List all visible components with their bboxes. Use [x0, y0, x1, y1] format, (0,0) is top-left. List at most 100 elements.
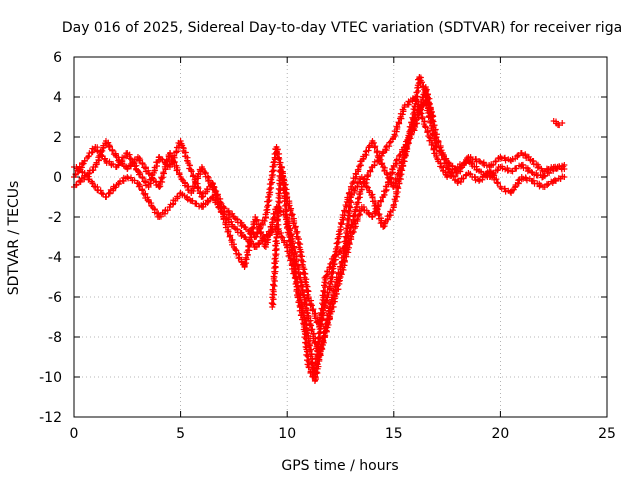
trace-marker [261, 218, 268, 225]
trace-marker [225, 228, 232, 235]
trace-marker [335, 251, 342, 258]
trace-marker [274, 226, 281, 233]
trace-marker [303, 309, 310, 316]
trace-marker [256, 240, 263, 247]
trace-marker [126, 155, 133, 162]
trace-marker [299, 316, 306, 323]
trace-marker [320, 287, 327, 294]
trace-marker [281, 202, 288, 209]
trace-marker [400, 106, 407, 113]
chart-title: Day 016 of 2025, Sidereal Day-to-day VTE… [62, 20, 622, 36]
trace-marker [430, 130, 437, 137]
trace-marker [534, 164, 541, 171]
trace-marker [94, 147, 101, 154]
trace-marker [401, 150, 408, 157]
y-tick-label: 2 [53, 130, 62, 146]
grid [74, 57, 607, 417]
x-tick-label: 5 [176, 426, 185, 442]
x-tick-label: 10 [278, 426, 296, 442]
trace-marker [307, 321, 314, 328]
trace-marker [369, 213, 376, 220]
trace-marker [315, 330, 322, 337]
trace-marker [342, 252, 349, 259]
trace-marker [414, 93, 421, 100]
trace-marker [139, 160, 146, 167]
trace-marker [274, 203, 281, 210]
trace-marker [214, 194, 221, 201]
trace-marker [433, 144, 440, 151]
series-trace-c [71, 98, 568, 330]
trace-marker [135, 183, 142, 190]
trace-marker [77, 177, 84, 184]
trace-marker [283, 216, 290, 223]
trace-marker [147, 180, 154, 187]
trace-marker [354, 216, 361, 223]
trace-marker [89, 180, 96, 187]
y-axis-label: SDTVAR / TECUs [6, 181, 22, 296]
trace-marker [136, 171, 143, 178]
trace-marker [168, 154, 175, 161]
trace-marker [136, 182, 143, 189]
trace-marker [270, 159, 277, 166]
y-tick-label: -2 [48, 210, 62, 226]
y-tick-label: 6 [53, 50, 62, 66]
trace-marker [405, 98, 412, 105]
trace-marker [228, 218, 235, 225]
trace-marker [292, 275, 299, 282]
trace-marker [551, 176, 558, 183]
trace-marker [254, 229, 261, 236]
trace-marker [513, 165, 520, 172]
trace-marker [192, 178, 199, 185]
trace-marker [306, 364, 313, 371]
trace-marker [556, 122, 563, 129]
trace-marker [351, 217, 358, 224]
trace-marker [304, 361, 311, 368]
trace-marker [436, 147, 443, 154]
trace-marker [268, 299, 275, 306]
trace-marker [420, 84, 427, 91]
trace-marker [434, 155, 441, 162]
trace-marker [295, 299, 302, 306]
trace-marker [284, 229, 291, 236]
trace-marker [495, 180, 502, 187]
trace-marker [490, 161, 497, 168]
trace-marker [137, 156, 144, 163]
trace-marker [269, 179, 276, 186]
trace-marker [234, 226, 241, 233]
trace-marker [272, 238, 279, 245]
trace-marker [106, 143, 113, 150]
trace-marker [487, 170, 494, 177]
series-trace-e [550, 118, 566, 129]
trace-marker [164, 207, 171, 214]
trace-marker [342, 202, 349, 209]
trace-marker [409, 114, 416, 121]
trace-marker [326, 264, 333, 271]
data-point [476, 158, 483, 164]
data-point [429, 114, 436, 120]
trace-marker [377, 197, 384, 204]
trace-marker [365, 172, 372, 179]
trace-marker [494, 167, 501, 174]
trace-marker [467, 170, 474, 177]
trace-marker [203, 185, 210, 192]
trace-marker [492, 158, 499, 165]
trace-marker [394, 183, 401, 190]
trace-marker [544, 182, 551, 189]
y-tick-label: -4 [48, 250, 62, 266]
trace-marker [279, 180, 286, 187]
trace-marker [336, 275, 343, 282]
data-point [476, 178, 483, 184]
trace-marker [165, 157, 172, 164]
trace-marker [430, 146, 437, 153]
trace-marker [346, 239, 353, 246]
trace-marker [189, 197, 196, 204]
trace-marker [351, 188, 358, 195]
trace-marker [344, 220, 351, 227]
x-tick-label: 15 [385, 426, 403, 442]
trace-marker [297, 303, 304, 310]
trace-marker [302, 270, 309, 277]
trace-marker [115, 157, 122, 164]
trace-marker [459, 164, 466, 171]
trace-marker [270, 281, 277, 288]
y-tick-label: 0 [53, 170, 62, 186]
